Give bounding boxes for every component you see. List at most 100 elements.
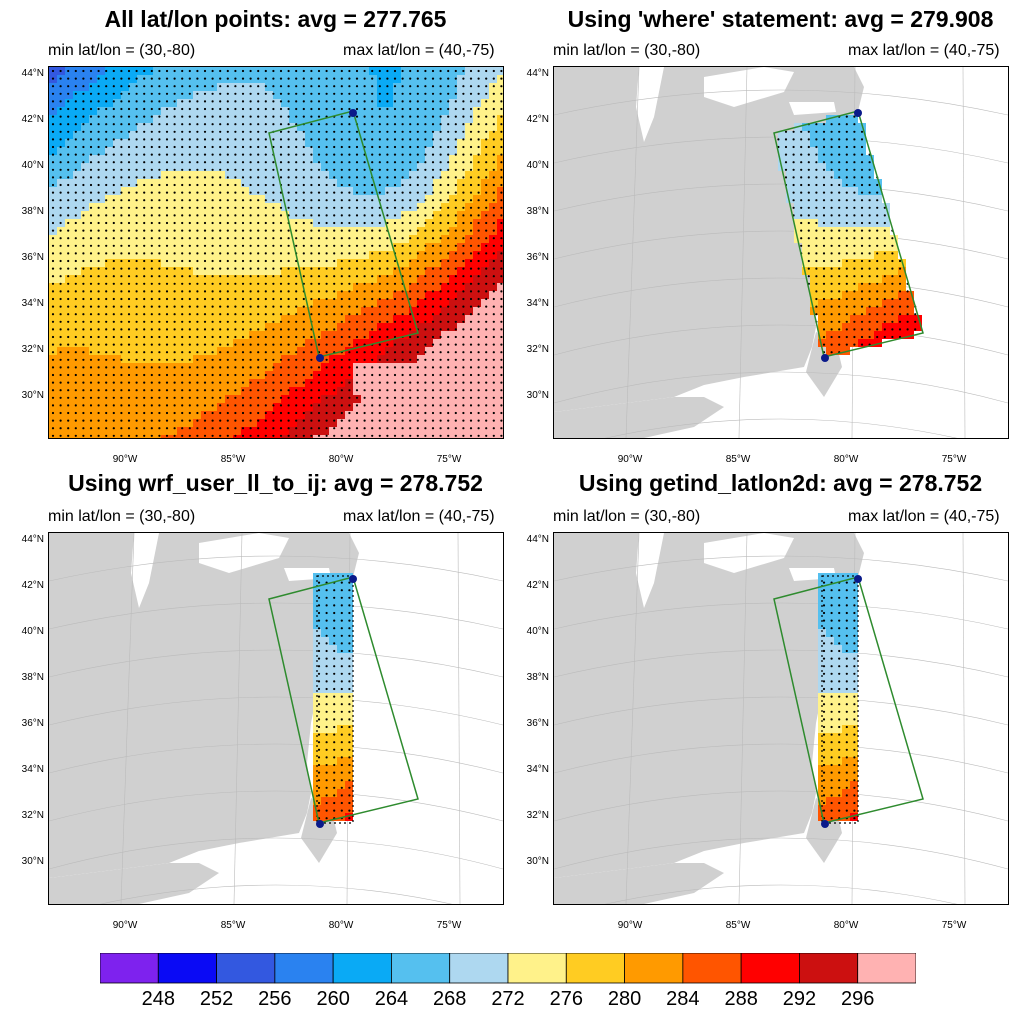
colorbar-tick-label: 292 — [782, 988, 817, 1010]
map-panel-where — [553, 66, 1009, 439]
max-latlon-label: max lat/lon = (40,-75) — [848, 42, 1000, 59]
lat-tick-label: 42°N — [526, 114, 549, 125]
map-panel-getind-latlon2d — [553, 532, 1009, 905]
lat-tick-label: 34°N — [21, 298, 44, 309]
lat-tick-label: 40°N — [21, 626, 44, 637]
temperature-field — [778, 115, 922, 355]
lon-tick-label: 75°W — [436, 454, 462, 465]
max-latlon-label: max lat/lon = (40,-75) — [343, 42, 495, 59]
grid-points — [777, 115, 917, 354]
lat-tick-label: 32°N — [526, 344, 549, 355]
colorbar-swatch — [332, 952, 392, 984]
land-mass — [554, 533, 864, 904]
max-latlon-marker — [349, 109, 357, 117]
colorbar-tick-label: 260 — [316, 988, 350, 1010]
lat-tick-label: 36°N — [21, 252, 44, 263]
map-panel-all-points — [48, 66, 504, 439]
land-mass — [49, 533, 359, 904]
min-latlon-label: min lat/lon = (30,-80) — [48, 508, 196, 525]
min-latlon-marker — [821, 820, 829, 828]
lat-tick-label: 36°N — [526, 252, 549, 263]
selection-box — [773, 110, 924, 358]
lon-tick-label: 90°W — [112, 454, 138, 465]
colorbar-swatch — [216, 952, 276, 984]
colorbar-swatch — [799, 952, 859, 984]
max-latlon-label: max lat/lon = (40,-75) — [343, 508, 495, 525]
lon-tick-label: 80°W — [833, 454, 859, 465]
colorbar-tick-label: 272 — [491, 988, 525, 1010]
colorbar-tick-label: 248 — [141, 988, 175, 1010]
panel-title: Using 'where' statement: avg = 279.908 — [567, 6, 994, 32]
temperature-field — [818, 573, 858, 821]
map-panel-wrf-user-ll-to-ij — [48, 532, 504, 905]
grid-points — [317, 581, 351, 820]
colorbar-tick-label: 284 — [666, 988, 700, 1010]
selection-box — [773, 576, 924, 824]
lon-tick-label: 80°W — [328, 454, 354, 465]
index-subset-outline — [316, 575, 354, 824]
colorbar-swatch — [449, 952, 509, 984]
lon-tick-label: 90°W — [617, 454, 643, 465]
lat-tick-label: 40°N — [21, 160, 44, 171]
selection-box — [268, 576, 419, 824]
colorbar-tick-label: 256 — [258, 988, 292, 1010]
colorbar-tick-label: 288 — [724, 988, 758, 1010]
lat-tick-label: 38°N — [21, 206, 44, 217]
colorbar-swatch — [624, 952, 684, 984]
lon-tick-label: 85°W — [220, 454, 246, 465]
colorbar-swatch — [682, 952, 742, 984]
lon-tick-label: 75°W — [436, 920, 462, 931]
lat-tick-label: 34°N — [21, 764, 44, 775]
panel-title: Using getind_latlon2d: avg = 278.752 — [578, 470, 983, 496]
lon-tick-label: 85°W — [220, 920, 246, 931]
lon-tick-label: 85°W — [725, 920, 751, 931]
colorbar-swatch — [740, 952, 800, 984]
lat-tick-label: 42°N — [21, 580, 44, 591]
min-latlon-label: min lat/lon = (30,-80) — [553, 508, 701, 525]
lat-tick-label: 32°N — [21, 810, 44, 821]
colorbar-swatch — [391, 952, 451, 984]
lat-tick-label: 42°N — [21, 114, 44, 125]
lon-tick-label: 90°W — [617, 920, 643, 931]
lat-tick-label: 36°N — [526, 718, 549, 729]
lat-tick-label: 38°N — [21, 672, 44, 683]
lon-tick-label: 75°W — [941, 920, 967, 931]
graticule — [49, 533, 503, 904]
min-latlon-label: min lat/lon = (30,-80) — [553, 42, 701, 59]
min-latlon-marker — [821, 354, 829, 362]
colorbar-swatch — [274, 952, 334, 984]
max-latlon-marker — [854, 109, 862, 117]
colorbar-tick-label: 280 — [607, 988, 642, 1010]
max-latlon-marker — [854, 575, 862, 583]
colorbar-tick-label: 296 — [841, 988, 875, 1010]
lat-tick-label: 40°N — [526, 160, 549, 171]
temperature-field — [49, 67, 503, 438]
index-subset-outline — [821, 575, 859, 824]
lat-tick-label: 34°N — [526, 298, 549, 309]
lat-tick-label: 38°N — [526, 672, 549, 683]
colorbar-tick-label: 264 — [374, 988, 409, 1010]
colorbar-tick-label: 268 — [433, 988, 467, 1010]
max-latlon-label: max lat/lon = (40,-75) — [848, 508, 1000, 525]
colorbar-swatch — [565, 952, 625, 984]
colorbar-swatch — [507, 952, 567, 984]
panel-title: All lat/lon points: avg = 277.765 — [104, 6, 447, 32]
graticule — [554, 533, 1008, 904]
lon-tick-label: 85°W — [725, 454, 751, 465]
lon-tick-label: 80°W — [328, 920, 354, 931]
lat-tick-label: 38°N — [526, 206, 549, 217]
lat-tick-label: 44°N — [21, 68, 44, 79]
min-latlon-marker — [316, 354, 324, 362]
selection-box — [268, 110, 419, 358]
lat-tick-label: 44°N — [526, 534, 549, 545]
lon-tick-label: 90°W — [112, 920, 138, 931]
colorbar-tick-label: 276 — [549, 988, 583, 1010]
lat-tick-label: 40°N — [526, 626, 549, 637]
lon-tick-label: 75°W — [941, 454, 967, 465]
colorbar-swatch — [857, 952, 917, 984]
lat-tick-label: 30°N — [526, 856, 549, 867]
colorbar-swatch — [99, 952, 159, 984]
colorbar — [99, 952, 917, 990]
colorbar-tick-label: 252 — [199, 988, 234, 1010]
lat-tick-label: 42°N — [526, 580, 549, 591]
